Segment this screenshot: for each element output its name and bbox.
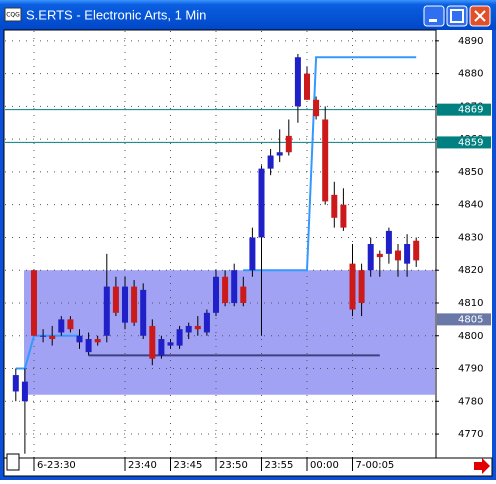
window-buttons — [423, 5, 491, 27]
y-tick-label: 4810 — [458, 298, 483, 309]
candle-body — [404, 244, 411, 264]
level-label-bg — [437, 136, 491, 149]
app-icon-text: CQG — [6, 12, 20, 19]
y-tick-label: 4850 — [458, 167, 483, 178]
y-tick-label: 4790 — [458, 364, 483, 375]
candle-body — [112, 286, 119, 313]
window-title: S.ERTS - Electronic Arts, 1 Min — [26, 7, 206, 22]
level-label: 4859 — [458, 137, 483, 148]
candle-body — [94, 339, 101, 343]
y-tick-label: 4830 — [458, 232, 483, 243]
x-tick-label: 7-00:05 — [356, 460, 395, 471]
candle-body — [358, 270, 365, 303]
candle-body — [149, 325, 156, 359]
y-tick-label: 4840 — [458, 200, 483, 211]
candle-body — [331, 194, 338, 218]
x-tick-label: 00:00 — [310, 460, 339, 471]
candle-body — [31, 270, 37, 336]
x-tick-label: 23:50 — [219, 460, 248, 471]
candle-body — [413, 240, 420, 261]
app-icon — [4, 7, 22, 22]
y-tick-label: 4780 — [458, 396, 483, 407]
candle-body — [367, 244, 374, 271]
candle-body — [122, 286, 128, 323]
candle-body — [140, 289, 147, 336]
scroll-handle[interactable] — [6, 453, 20, 471]
x-tick-label: 23:45 — [174, 460, 203, 471]
candle-body — [249, 237, 256, 271]
maximize-icon — [450, 9, 464, 23]
y-tick-label: 4820 — [458, 265, 483, 276]
candle-body — [285, 135, 292, 153]
candle-body — [231, 270, 238, 303]
candle-body — [76, 335, 83, 343]
candle-body — [276, 152, 283, 156]
candle-body — [49, 335, 56, 340]
candle-body — [40, 335, 47, 337]
candle-body — [194, 325, 201, 330]
candle-body — [176, 329, 183, 346]
plot-area — [5, 31, 435, 457]
time-axis — [3, 457, 493, 477]
candle-body — [222, 276, 229, 303]
candle-body — [21, 381, 28, 402]
candle-body — [395, 250, 401, 261]
close-icon — [474, 10, 486, 22]
candle-body — [185, 325, 192, 333]
last-price-label: 4805 — [458, 314, 483, 325]
candle-body — [167, 342, 174, 346]
candle-body — [376, 253, 383, 258]
x-tick-label: 23:55 — [265, 460, 294, 471]
y-tick-label: 4890 — [458, 36, 483, 47]
candle-body — [85, 339, 92, 353]
candle-body — [213, 276, 219, 313]
candle-body — [304, 73, 310, 100]
candle-body — [258, 168, 265, 238]
y-tick-label: 4880 — [458, 69, 483, 80]
scroll-right-arrow[interactable] — [474, 458, 490, 474]
x-tick-label: 23:40 — [128, 460, 157, 471]
last-price-bg — [437, 313, 491, 326]
candle-body — [240, 286, 247, 303]
candle-body — [294, 57, 301, 107]
candle-body — [313, 99, 320, 117]
chart-background — [4, 30, 492, 476]
candle-body — [349, 263, 356, 310]
candle-body — [385, 230, 392, 254]
candle-body — [267, 155, 274, 169]
minimize-button[interactable] — [423, 5, 445, 27]
overlay-line — [15, 56, 417, 370]
candle-body — [158, 339, 165, 356]
y-tick-label: 4800 — [458, 331, 483, 342]
x-tick-label: 6-23:30 — [37, 460, 76, 471]
candle-body — [322, 119, 329, 202]
candle-body — [131, 286, 138, 323]
candle-body — [67, 319, 74, 330]
y-tick-label: 4770 — [458, 429, 483, 440]
candle-body — [203, 312, 210, 333]
candle-body — [103, 286, 110, 336]
price-zone — [24, 270, 435, 395]
minimize-icon — [429, 19, 437, 22]
title-bar — [0, 0, 496, 30]
candle-body — [340, 204, 347, 228]
candle-body — [12, 375, 19, 392]
level-label-bg — [437, 103, 491, 116]
candle-body — [58, 319, 65, 333]
level-label: 4869 — [458, 105, 483, 116]
